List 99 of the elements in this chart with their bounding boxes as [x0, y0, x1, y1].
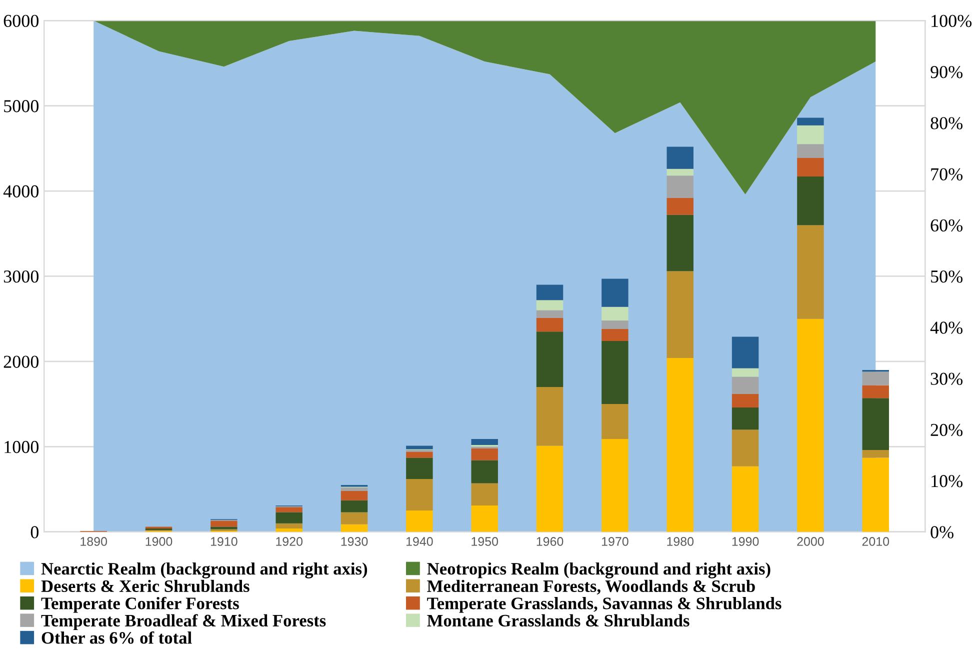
y2-tick-label: 100%: [932, 14, 972, 28]
bar: [862, 385, 889, 398]
bar: [536, 332, 564, 387]
bar: [210, 526, 238, 530]
bar: [471, 438, 498, 445]
bar: [602, 306, 628, 321]
y-tick-label: 1000: [4, 440, 39, 454]
bar: [406, 510, 433, 532]
y2-tick-label: 60%: [930, 219, 962, 232]
bar: [732, 368, 759, 377]
bar: [602, 320, 628, 330]
bar: [797, 176, 824, 226]
bar: [862, 398, 889, 450]
x-tick-label: 1990: [732, 537, 759, 546]
bar: [536, 310, 564, 318]
y2-tick-label: 70%: [931, 168, 962, 180]
bar: [732, 336, 759, 368]
bar: [340, 512, 368, 524]
x-tick-label: 1970: [602, 537, 628, 546]
bar: [536, 387, 564, 446]
bar: [862, 372, 889, 386]
bar: [536, 284, 564, 300]
legend-label: Temperate Grasslands, Savannas & Shrublands: [427, 597, 782, 613]
bar: [602, 438, 628, 532]
bar: [276, 512, 302, 524]
bar: [797, 158, 824, 177]
bar: [210, 520, 238, 527]
y-tick-label: 6000: [4, 14, 39, 28]
y2-tick-label: 20%: [930, 424, 962, 436]
y2-tick-label: 0%: [930, 526, 954, 538]
x-tick-label: 1930: [341, 537, 368, 546]
legend-label: Temperate Conifer Forests: [41, 596, 239, 613]
y-tick-label: 2000: [4, 356, 39, 368]
y2-tick-label: 90%: [930, 66, 962, 78]
bar: [471, 460, 498, 484]
x-tick-label: 1950: [472, 537, 498, 546]
x-tick-label: 1980: [667, 537, 694, 546]
y-tick-label: 4000: [3, 185, 39, 198]
bar: [602, 404, 628, 439]
bar: [797, 318, 824, 532]
bar: [732, 407, 759, 430]
legend-label: Other as 6% of total: [42, 631, 192, 644]
x-tick-label: 1890: [80, 537, 107, 546]
bar: [536, 300, 564, 310]
bar: [797, 118, 824, 126]
legend-label: Mediterranean Forests, Woodlands & Scrub: [427, 580, 755, 595]
bar: [797, 125, 824, 144]
bar: [732, 394, 759, 408]
bar: [797, 225, 824, 319]
legend-label: Nearctic Realm (background and right axis): [41, 562, 368, 578]
y2-tick-label: 40%: [930, 322, 962, 334]
legend-label: Temperate Broadleaf & Mixed Forests: [41, 614, 326, 630]
bar: [340, 490, 368, 500]
y2-tick-label: 30%: [930, 372, 962, 385]
bar: [602, 340, 628, 404]
bar: [602, 329, 628, 341]
bar: [340, 524, 368, 532]
bar: [471, 448, 498, 460]
legend-label: Deserts & Xeric Shrublands: [41, 580, 250, 592]
y-tick-label: 5000: [4, 100, 39, 112]
y2-tick-label: 10%: [932, 474, 962, 488]
bar: [276, 507, 302, 512]
bar: [666, 271, 694, 358]
y-tick-label: 0: [30, 526, 39, 538]
bar: [666, 198, 694, 215]
bar: [602, 278, 628, 307]
x-tick-label: 2000: [797, 537, 824, 546]
y2-tick-label: 50%: [931, 270, 962, 283]
bar: [406, 479, 433, 511]
bar: [666, 358, 694, 532]
bar: [471, 483, 498, 506]
bar: [406, 452, 433, 458]
bar: [666, 168, 694, 176]
bar: [340, 500, 368, 512]
bar: [276, 523, 302, 528]
x-tick-label: 2010: [862, 537, 890, 546]
bar: [536, 446, 564, 532]
legend-label: Montane Grasslands & Shrublands: [427, 614, 690, 627]
legend-label: Neotropics Realm (background and right axis): [427, 562, 770, 578]
x-tick-label: 1920: [276, 537, 303, 546]
bar: [536, 318, 564, 332]
y-tick-label: 3000: [4, 270, 39, 283]
bar: [666, 176, 694, 198]
x-tick-label: 1940: [406, 537, 433, 546]
x-tick-label: 1960: [536, 537, 564, 546]
x-tick-label: 1910: [210, 537, 238, 546]
bar: [732, 376, 759, 394]
bar: [797, 144, 824, 158]
bar: [666, 146, 694, 169]
bar: [406, 458, 433, 480]
y2-tick-label: 80%: [930, 117, 962, 130]
bar: [732, 430, 759, 466]
bar: [862, 450, 889, 458]
bar: [340, 488, 368, 491]
bar: [471, 505, 498, 532]
bar: [862, 458, 889, 532]
bar: [732, 466, 759, 532]
x-tick-label: 1900: [146, 537, 172, 546]
bar: [666, 214, 694, 272]
